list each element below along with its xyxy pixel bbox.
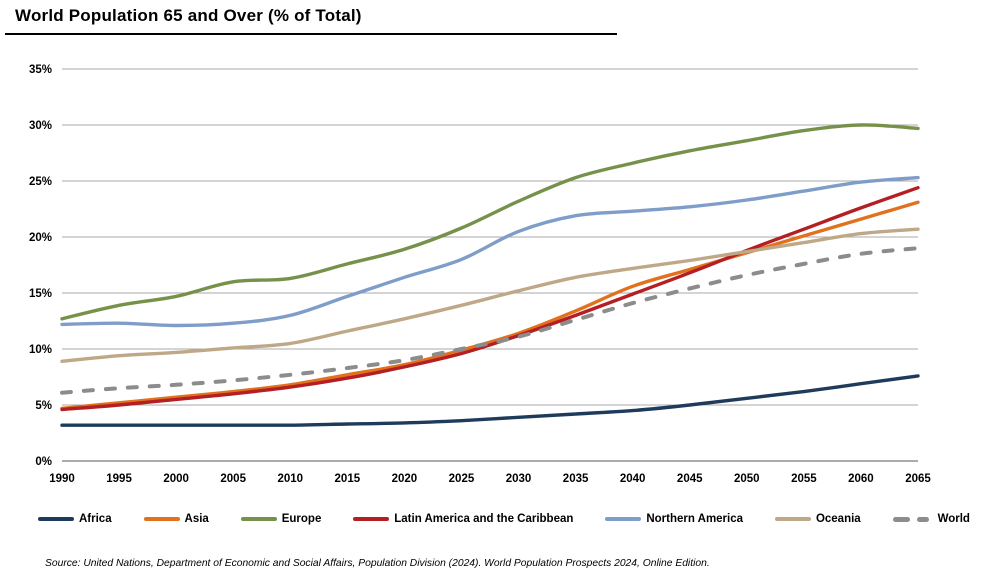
legend-swatch-oceania <box>774 517 811 521</box>
legend-item-northern_america: Northern America <box>605 513 743 525</box>
chart-legend: Africa Asia Europe Latin America and the Ca… <box>38 513 970 525</box>
legend-swatch-northern_america <box>605 517 642 521</box>
x-tick-label: 2060 <box>848 473 874 485</box>
x-tick-label: 2055 <box>791 473 817 485</box>
x-tick-label: 2005 <box>220 473 246 485</box>
y-tick-label: 10% <box>29 344 52 356</box>
y-tick-label: 20% <box>29 232 52 244</box>
x-tick-label: 2065 <box>905 473 931 485</box>
y-tick-label: 30% <box>29 120 52 132</box>
x-tick-label: 2040 <box>620 473 646 485</box>
x-tick-label: 2010 <box>277 473 303 485</box>
x-tick-label: 2035 <box>563 473 589 485</box>
series-line-europe <box>60 123 920 321</box>
x-tick-label: 1995 <box>106 473 132 485</box>
y-tick-label: 0% <box>35 456 52 468</box>
legend-item-europe: Europe <box>240 513 322 525</box>
legend-swatch-europe <box>240 517 277 521</box>
series-line-world <box>60 246 920 395</box>
y-tick-label: 5% <box>35 400 52 412</box>
x-tick-label: 2015 <box>335 473 361 485</box>
x-tick-label: 2025 <box>449 473 475 485</box>
series-line-asia <box>60 200 920 411</box>
y-tick-label: 35% <box>29 64 52 76</box>
series-line-latin_america <box>60 186 920 412</box>
legend-item-oceania: Oceania <box>774 513 861 525</box>
legend-swatch-africa <box>38 517 74 521</box>
legend-item-latin_america: Latin America and the Caribbean <box>353 513 573 525</box>
chart-title-block: World Population 65 and Over (% of Total… <box>5 4 617 35</box>
legend-label-europe: Europe <box>281 513 322 525</box>
chart-title: World Population 65 and Over (% of Total… <box>15 6 362 25</box>
legend-label-latin_america: Latin America and the Caribbean <box>394 513 574 525</box>
x-tick-label: 2020 <box>392 473 418 485</box>
line-chart-canvas: 0% 5% 10% 15% 20% 25% 30% 35% 1990 1995 2000 2005 20… <box>29 64 931 485</box>
x-tick-label: 2050 <box>734 473 760 485</box>
legend-label-africa: Africa <box>79 513 112 525</box>
series-line-oceania <box>60 227 920 363</box>
legend-swatch-latin_america <box>353 517 390 521</box>
legend-label-northern_america: Northern America <box>646 513 744 525</box>
x-tick-label: 2030 <box>506 473 532 485</box>
x-tick-label: 2000 <box>163 473 189 485</box>
legend-item-world: World <box>892 513 970 525</box>
source-note: Source: United Nations, Department of Ec… <box>45 558 710 569</box>
y-tick-label: 25% <box>29 176 52 188</box>
legend-label-world: World <box>937 513 970 525</box>
legend-label-asia: Asia <box>184 513 209 525</box>
y-tick-label: 15% <box>29 288 52 300</box>
legend-swatch-world <box>892 516 933 522</box>
legend-label-oceania: Oceania <box>815 513 861 525</box>
x-tick-label: 1990 <box>49 473 75 485</box>
legend-swatch-asia <box>143 517 180 521</box>
legend-item-asia: Asia <box>143 513 209 525</box>
series-line-northern_america <box>60 175 920 328</box>
legend-item-africa: Africa <box>38 513 112 525</box>
x-tick-label: 2045 <box>677 473 703 485</box>
series-line-africa <box>60 374 920 427</box>
